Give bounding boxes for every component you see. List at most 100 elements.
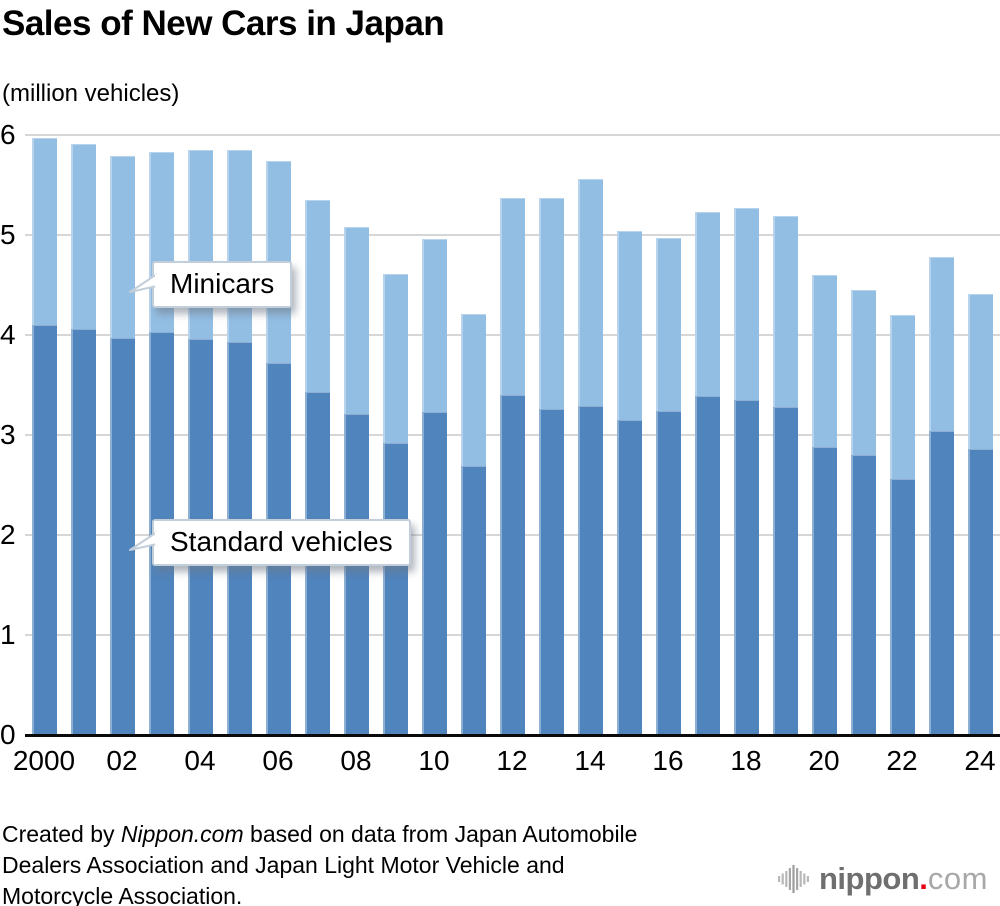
bar-2018	[733, 208, 759, 735]
bar-2010	[421, 239, 447, 735]
bar-2003	[148, 152, 174, 735]
bar-2020-standard-vehicles	[811, 447, 837, 735]
bar-2009	[382, 274, 408, 735]
source-credit-line3: Motorcycle Association.	[2, 883, 243, 906]
bar-2011-minicars	[460, 314, 486, 466]
callout-tail-icon	[129, 273, 157, 293]
bar-2008-standard-vehicles	[343, 414, 369, 735]
y-axis-tick-4: 4	[0, 319, 16, 350]
bar-2010-minicars	[421, 239, 447, 412]
x-axis-tick-02: 02	[106, 745, 138, 776]
logo-wordmark: nippon	[819, 861, 920, 896]
minicars-callout: Minicars	[129, 261, 293, 308]
bar-2016-minicars	[655, 238, 681, 411]
bar-2020	[811, 275, 837, 735]
source-credit-line1: Created by Nippon.com based on data from…	[2, 821, 638, 847]
bar-2024	[967, 294, 993, 735]
page-title: Sales of New Cars in Japan	[2, 4, 445, 43]
bar-2016-standard-vehicles	[655, 411, 681, 735]
bar-2005	[226, 150, 252, 735]
bar-2022	[889, 315, 915, 735]
nippon-com-logo: nippon. com	[777, 863, 988, 894]
bar-2000-minicars	[31, 138, 57, 325]
bar-2006	[265, 161, 291, 735]
bar-2018-standard-vehicles	[733, 400, 759, 735]
source-credit-line2: Dealers Association and Japan Light Moto…	[2, 852, 565, 878]
bar-2002	[109, 156, 135, 735]
bar-2015-standard-vehicles	[616, 420, 642, 735]
bar-2015-minicars	[616, 231, 642, 420]
bar-2019-standard-vehicles	[772, 407, 798, 735]
bar-2008-minicars	[343, 227, 369, 414]
bar-2007	[304, 200, 330, 735]
bar-2023-minicars	[928, 257, 954, 431]
bar-2017-standard-vehicles	[694, 396, 720, 735]
bar-2002-standard-vehicles	[109, 338, 135, 735]
x-axis-tick-14: 14	[574, 745, 606, 776]
bar-2008	[343, 227, 369, 735]
minicars-callout-label: Minicars	[170, 268, 275, 299]
x-axis-line	[25, 734, 1000, 737]
bar-2015	[616, 231, 642, 735]
logo-tld: com	[927, 861, 988, 896]
bar-2000	[31, 138, 57, 735]
bar-2014-minicars	[577, 179, 603, 406]
bar-2014	[577, 179, 603, 735]
bar-2017-minicars	[694, 212, 720, 396]
bar-2001-minicars	[70, 144, 96, 329]
bar-2024-standard-vehicles	[967, 449, 993, 735]
source-credit: Created by Nippon.com based on data from…	[2, 819, 637, 906]
y-axis-tick-3: 3	[0, 419, 16, 450]
x-axis-tick-08: 08	[340, 745, 372, 776]
bar-2013-standard-vehicles	[538, 409, 564, 735]
bar-2013-minicars	[538, 198, 564, 409]
bar-2012-minicars	[499, 198, 525, 395]
standard-vehicles-callout: Standard vehicles	[129, 519, 411, 566]
logo-dot: .	[919, 861, 928, 896]
bar-2001	[70, 144, 96, 735]
callout-tail-icon	[129, 531, 157, 551]
bar-2001-standard-vehicles	[70, 329, 96, 735]
bar-2004-minicars	[187, 150, 213, 339]
bar-2002-minicars	[109, 156, 135, 338]
bar-2012	[499, 198, 525, 735]
bar-2009-minicars	[382, 274, 408, 443]
soundwave-icon	[778, 864, 809, 893]
y-axis-tick-2: 2	[0, 519, 16, 550]
bar-2019	[772, 216, 798, 735]
bar-2014-standard-vehicles	[577, 406, 603, 735]
bar-2000-standard-vehicles	[31, 325, 57, 735]
axis-unit-label: (million vehicles)	[2, 80, 180, 107]
bar-2005-minicars	[226, 150, 252, 342]
bar-2020-minicars	[811, 275, 837, 447]
bar-2019-minicars	[772, 216, 798, 407]
x-axis-tick-20: 20	[808, 745, 840, 776]
bar-2013	[538, 198, 564, 735]
y-axis-tick-0: 0	[0, 719, 16, 750]
bar-2021-minicars	[850, 290, 876, 455]
gridline-y6	[25, 134, 1000, 136]
standard-vehicles-callout-label: Standard vehicles	[170, 526, 393, 557]
bar-2023	[928, 257, 954, 735]
bar-2023-standard-vehicles	[928, 431, 954, 735]
y-axis-tick-1: 1	[0, 619, 16, 650]
bar-2021-standard-vehicles	[850, 455, 876, 735]
brand-name: Nippon.com	[120, 821, 244, 847]
x-axis-tick-22: 22	[886, 745, 918, 776]
x-axis-tick-04: 04	[184, 745, 216, 776]
y-axis-tick-6: 6	[0, 119, 16, 150]
x-axis-tick-10: 10	[418, 745, 450, 776]
bar-2007-minicars	[304, 200, 330, 392]
bar-2011	[460, 314, 486, 735]
bar-2016	[655, 238, 681, 735]
bar-2021	[850, 290, 876, 735]
bar-2010-standard-vehicles	[421, 412, 447, 735]
y-axis-tick-5: 5	[0, 219, 16, 250]
x-axis-tick-2000: 2000	[12, 745, 76, 776]
x-axis-tick-18: 18	[730, 745, 762, 776]
bar-2011-standard-vehicles	[460, 466, 486, 735]
bar-2004	[187, 150, 213, 735]
bar-2018-minicars	[733, 208, 759, 400]
